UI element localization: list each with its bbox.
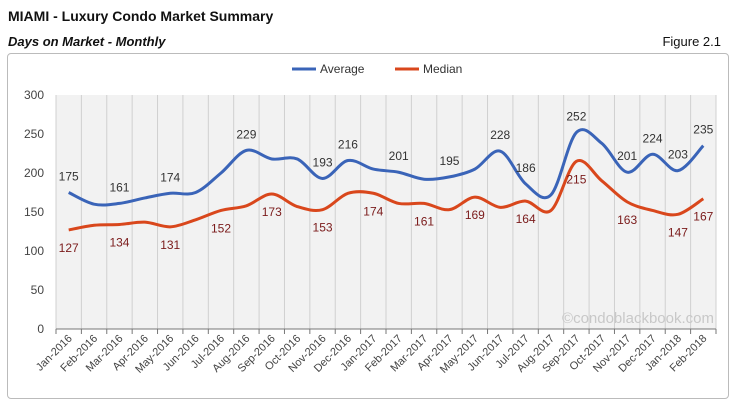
- legend-label: Average: [320, 62, 365, 76]
- series-line-median: [68, 158, 705, 232]
- series-line-average: [68, 128, 705, 207]
- report-title: MIAMI - Luxury Condo Market Summary: [8, 8, 274, 24]
- data-label: 235: [693, 123, 713, 137]
- data-label: 203: [668, 148, 688, 162]
- data-label: 224: [643, 131, 663, 145]
- data-label: 228: [490, 128, 510, 142]
- data-label: 147: [668, 225, 688, 239]
- data-label: 127: [59, 241, 79, 255]
- legend-label: Median: [423, 62, 462, 76]
- y-tick-label: 300: [24, 88, 44, 102]
- data-label: 134: [109, 235, 129, 249]
- data-label: 193: [313, 155, 333, 169]
- chart-subtitle: Days on Market - Monthly: [8, 34, 166, 49]
- figure-label: Figure 2.1: [662, 34, 721, 49]
- data-label: 201: [389, 149, 409, 163]
- data-label: 186: [516, 161, 536, 175]
- data-label: 174: [363, 204, 383, 218]
- data-label: 201: [617, 149, 637, 163]
- watermark: ©condoblackbook.com: [562, 310, 714, 327]
- data-label: 163: [617, 213, 637, 227]
- data-label: 173: [262, 205, 282, 219]
- data-label: 131: [160, 238, 180, 252]
- data-label: 175: [59, 170, 79, 184]
- y-tick-label: 50: [31, 283, 45, 297]
- data-label: 169: [465, 208, 485, 222]
- data-label: 229: [236, 127, 256, 141]
- data-label: 216: [338, 138, 358, 152]
- data-label: 252: [566, 109, 586, 123]
- data-label: 195: [439, 154, 459, 168]
- data-label: 174: [160, 170, 180, 184]
- data-label: 167: [693, 210, 713, 224]
- y-tick-label: 0: [37, 322, 44, 336]
- data-label: 153: [313, 221, 333, 235]
- data-label: 161: [109, 180, 129, 194]
- y-tick-label: 150: [24, 205, 44, 219]
- y-tick-label: 100: [24, 244, 44, 258]
- y-tick-label: 200: [24, 166, 44, 180]
- y-tick-label: 250: [24, 127, 44, 141]
- data-label: 215: [566, 172, 586, 186]
- data-label: 161: [414, 214, 434, 228]
- data-label: 152: [211, 221, 231, 235]
- data-label: 164: [516, 212, 536, 226]
